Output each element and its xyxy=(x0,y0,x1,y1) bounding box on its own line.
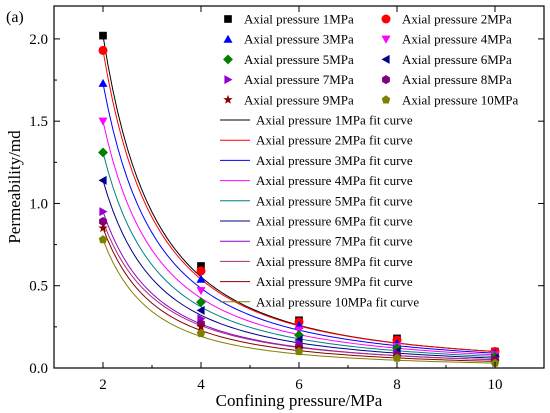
legend-label: Axial pressure 8MPa xyxy=(402,72,512,87)
legend-marker xyxy=(224,15,232,23)
data-point xyxy=(98,223,108,233)
legend-marker xyxy=(381,14,391,24)
data-point xyxy=(98,175,107,185)
legend-marker xyxy=(381,95,391,104)
data-point xyxy=(99,207,108,217)
data-point xyxy=(196,321,206,331)
x-tick-label: 10 xyxy=(488,377,503,393)
legend-label: Axial pressure 5MPa xyxy=(244,52,354,67)
legend-label: Axial pressure 1MPa xyxy=(244,12,354,27)
legend-marker xyxy=(223,34,233,43)
legend-marker xyxy=(381,35,391,44)
data-point xyxy=(99,217,107,227)
data-point xyxy=(392,353,402,362)
data-point xyxy=(196,266,206,276)
data-point xyxy=(98,235,108,244)
data-point xyxy=(196,274,206,283)
legend-marker xyxy=(223,94,233,104)
data-markers xyxy=(98,31,500,367)
legend-label: Axial pressure 4MPa xyxy=(402,32,512,47)
data-point xyxy=(99,31,107,40)
y-tick-label: 1.5 xyxy=(29,114,48,130)
y-tick-label: 2.0 xyxy=(29,32,48,48)
legend-label: Axial pressure 7MPa xyxy=(244,72,354,87)
legend-fit-label: Axial pressure 8MPa fit curve xyxy=(256,254,413,269)
legend-marker xyxy=(381,54,390,64)
legend-label: Axial pressure 6MPa xyxy=(402,52,512,67)
y-tick-label: 0.0 xyxy=(29,361,48,377)
legend: Axial pressure 1MPa Axial pressure 2MPa Ax… xyxy=(220,12,518,309)
data-point xyxy=(196,297,206,308)
legend-fit-label: Axial pressure 2MPa fit curve xyxy=(256,133,413,148)
axis-ticks: 2 4 6 8 10 0.0 0.5 1.0 1.5 2.0 xyxy=(29,6,544,393)
legend-label: Axial pressure 3MPa xyxy=(244,32,354,47)
x-tick-label: 8 xyxy=(393,377,401,393)
y-axis-title: Permeability/md xyxy=(5,130,24,244)
legend-fit-label: Axial pressure 10MPa fit curve xyxy=(256,294,419,309)
x-tick-label: 6 xyxy=(295,377,303,393)
legend-fit-label: Axial pressure 5MPa fit curve xyxy=(256,193,413,208)
data-point xyxy=(196,287,206,296)
data-point xyxy=(98,78,108,87)
legend-marker xyxy=(382,75,390,85)
data-point xyxy=(197,262,205,270)
legend-fit-label: Axial pressure 7MPa fit curve xyxy=(256,234,413,249)
x-axis-title: Confining pressure/MPa xyxy=(216,391,383,410)
legend-fit-label: Axial pressure 6MPa fit curve xyxy=(256,214,413,229)
legend-marker xyxy=(223,54,233,65)
legend-marker xyxy=(224,75,233,85)
data-point xyxy=(98,117,108,126)
legend-fit-label: Axial pressure 4MPa fit curve xyxy=(256,173,413,188)
legend-label: Axial pressure 2MPa xyxy=(402,12,512,27)
legend-label: Axial pressure 10MPa xyxy=(402,92,518,107)
legend-label: Axial pressure 9MPa xyxy=(244,92,354,107)
y-tick-label: 0.5 xyxy=(29,279,48,295)
data-point xyxy=(196,305,205,315)
data-point xyxy=(196,328,206,338)
x-tick-label: 4 xyxy=(197,377,205,393)
legend-fit-label: Axial pressure 1MPa fit curve xyxy=(256,113,413,128)
data-point xyxy=(98,45,108,55)
data-point xyxy=(98,147,108,158)
y-tick-label: 1.0 xyxy=(29,196,48,212)
x-tick-label: 2 xyxy=(99,377,107,393)
legend-fit-label: Axial pressure 9MPa fit curve xyxy=(256,274,413,289)
panel-label: (a) xyxy=(6,9,24,26)
legend-fit-label: Axial pressure 3MPa fit curve xyxy=(256,153,413,168)
data-point xyxy=(294,347,304,356)
